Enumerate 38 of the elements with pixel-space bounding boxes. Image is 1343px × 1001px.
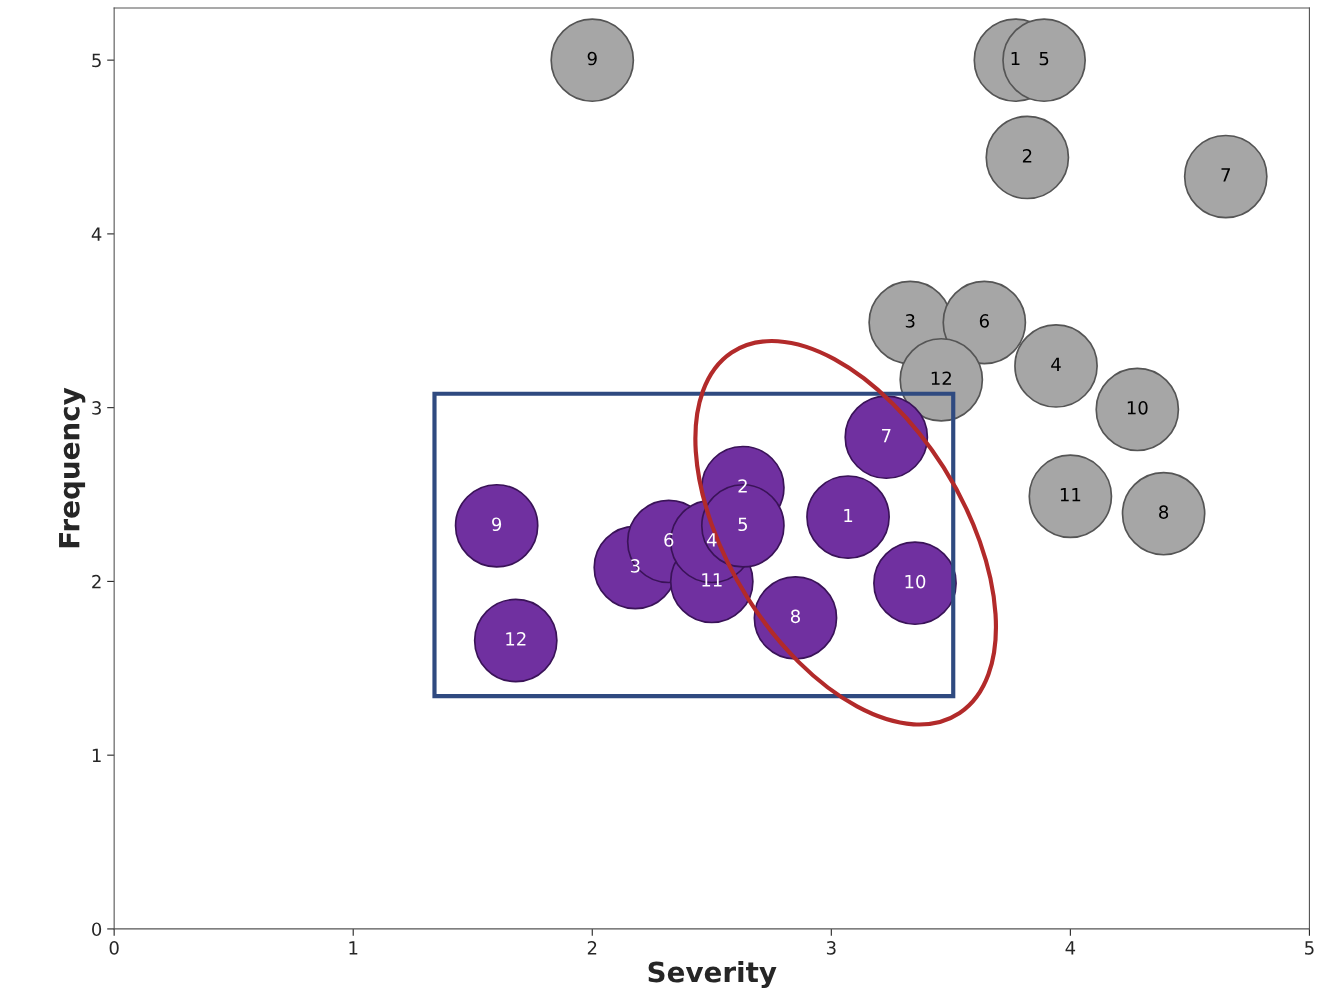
annotation: 3 bbox=[905, 314, 915, 328]
y-tick-label: 4 bbox=[91, 227, 102, 241]
y-tick-label: 1 bbox=[92, 748, 101, 763]
annotation: 1 bbox=[844, 508, 853, 523]
annotation: 2 bbox=[1022, 149, 1032, 163]
annotation: 1 bbox=[1011, 51, 1020, 66]
annotation: 10 bbox=[1127, 400, 1148, 415]
annotation: 6 bbox=[979, 314, 989, 328]
x-tick-label: 3 bbox=[826, 941, 836, 955]
x-tick-label: 5 bbox=[1305, 941, 1314, 955]
annotation: 12 bbox=[931, 371, 951, 385]
x-axis-title: Severity bbox=[648, 960, 777, 989]
y-tick-label: 2 bbox=[92, 574, 101, 589]
y-axis-title: Frequency bbox=[59, 387, 86, 548]
y-tick-label: 5 bbox=[92, 53, 101, 68]
annotation: 6 bbox=[664, 533, 674, 547]
y-tick-label: 3 bbox=[92, 401, 101, 415]
annotation: 9 bbox=[587, 51, 597, 66]
annotation: 12 bbox=[506, 632, 526, 646]
annotation: 8 bbox=[1159, 505, 1169, 519]
annotation: 4 bbox=[1051, 357, 1061, 371]
annotation: 8 bbox=[790, 609, 800, 624]
annotation: 5 bbox=[1039, 51, 1049, 66]
annotation: 11 bbox=[1060, 488, 1081, 502]
x-tick-label: 0 bbox=[109, 941, 119, 955]
annotation: 10 bbox=[905, 574, 926, 589]
annotation: 11 bbox=[702, 573, 722, 587]
annotation: 7 bbox=[882, 429, 891, 443]
y-tick-label: 0 bbox=[92, 922, 102, 937]
annotation: 9 bbox=[492, 517, 502, 532]
x-tick-label: 1 bbox=[349, 941, 358, 955]
annotation: 3 bbox=[630, 559, 640, 573]
annotation: 4 bbox=[706, 533, 717, 547]
annotation: 5 bbox=[738, 517, 748, 532]
annotation: 2 bbox=[738, 479, 747, 493]
annotation: 7 bbox=[1221, 168, 1230, 182]
x-tick-label: 4 bbox=[1065, 941, 1076, 955]
x-tick-label: 2 bbox=[587, 941, 597, 955]
